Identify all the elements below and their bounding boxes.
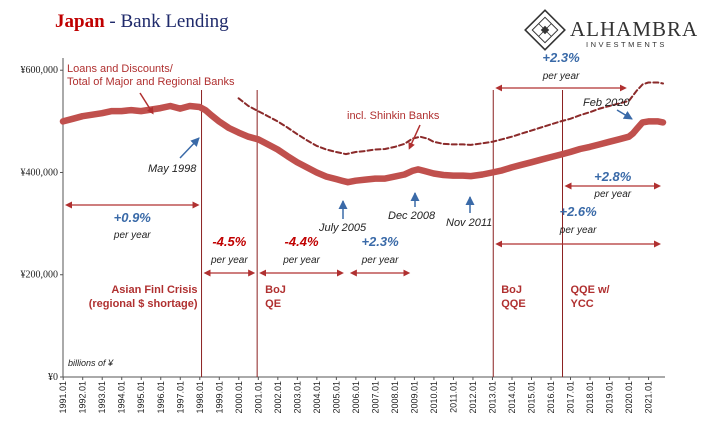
series-label-line-1: Loans and Discounts/: [67, 63, 174, 75]
x-tick-label: 2016.01: [546, 381, 556, 414]
x-tick-label: 2020.01: [624, 381, 634, 414]
chart-axes: ¥0 ¥200,000 ¥400,000 ¥600,000 1991.01 1992.01…: [21, 58, 665, 414]
y-tick-label: ¥400,000: [21, 167, 59, 178]
x-tick-label: 2000.01: [234, 381, 244, 414]
series-label-arrow: [139, 92, 154, 115]
x-tick-label: 2002.01: [273, 381, 283, 414]
growth-rate-unit: per year: [559, 225, 597, 236]
event-label: (regional $ shortage): [89, 298, 198, 310]
growth-rate-unit: per year: [282, 255, 320, 266]
x-tick-label: 1993.01: [97, 381, 107, 414]
x-tick-label: 2014.01: [507, 381, 517, 414]
y-tick-label: ¥200,000: [21, 270, 59, 281]
x-tick-label: 2003.01: [292, 381, 302, 414]
y-tick-label: ¥600,000: [21, 65, 59, 76]
growth-rate-value: -4.4%: [285, 234, 319, 249]
label-nov-2011: Nov 2011: [446, 217, 492, 229]
x-tick-label: 2018.01: [585, 381, 595, 414]
event-label: YCC: [571, 298, 594, 310]
arrow-feb-2020: [616, 109, 633, 120]
growth-rate-unit: per year: [113, 230, 151, 241]
shinkin-label: incl. Shinkin Banks: [347, 110, 440, 122]
growth-rate-annotations: +0.9% per year -4.5% per year -4.4% per year +…: [65, 50, 661, 277]
logo-sub-text: INVESTMENTS: [586, 40, 667, 49]
x-tick-label: 2009.01: [409, 381, 419, 414]
growth-rate-unit: per year: [542, 71, 580, 82]
x-tick-label: 2012.01: [468, 381, 478, 414]
label-dec-2008: Dec 2008: [388, 210, 436, 222]
logo-diamond-icon: [524, 9, 566, 51]
series-major-regional-line: [59, 102, 667, 186]
x-tick-label: 1991.01: [58, 381, 68, 414]
x-tick-label: 2017.01: [566, 381, 576, 414]
x-tick-label: 1992.01: [78, 381, 88, 414]
series-shinkin-line: [237, 81, 664, 156]
x-tick-label: 2010.01: [429, 381, 439, 414]
arrow-may-1998: [179, 137, 200, 159]
series-lines: [59, 81, 667, 186]
x-tick-label: 2013.01: [487, 381, 497, 414]
x-tick-label: 2015.01: [526, 381, 536, 414]
x-tick-label: 2008.01: [390, 381, 400, 414]
x-tick-label: 2005.01: [331, 381, 341, 414]
x-tick-label: 1999.01: [214, 381, 224, 414]
chart-title: Japan - Bank Lending: [55, 11, 229, 32]
x-tick-label: 2004.01: [312, 381, 322, 414]
label-may-1998: May 1998: [148, 163, 197, 175]
title-country: Japan: [55, 11, 105, 32]
x-tick-label: 2011.01: [448, 381, 458, 413]
title-separator: -: [105, 11, 121, 32]
growth-rate-value: +2.3%: [542, 50, 580, 65]
logo-main-text: ALHAMBRA: [570, 17, 698, 41]
x-tick-label: 2006.01: [351, 381, 361, 414]
x-tick-label: 1997.01: [175, 381, 185, 414]
label-feb-2020: Feb 2020: [583, 97, 630, 109]
event-label: Asian Finl Crisis: [111, 284, 197, 296]
x-tick-label: 2007.01: [370, 381, 380, 414]
growth-rate-value: -4.5%: [212, 234, 246, 249]
x-tick-label: 2019.01: [605, 381, 615, 414]
event-label: BoJ: [265, 284, 286, 296]
x-tick-label: 1996.01: [156, 381, 166, 414]
growth-rate-value: +2.3%: [361, 234, 399, 249]
series-label-line-2: Total of Major and Regional Banks: [67, 76, 235, 88]
growth-rate-value: +2.8%: [594, 169, 632, 184]
x-tick-label: 1995.01: [136, 381, 146, 414]
event-lines: Asian Finl Crisis (regional $ shortage) Bo…: [89, 90, 610, 377]
x-tick-label: 2001.01: [253, 381, 263, 414]
shinkin-label-arrow: [408, 124, 421, 150]
x-tick-label: 2021.01: [644, 381, 654, 414]
event-label: QQE w/: [571, 284, 610, 296]
event-label: QE: [265, 298, 281, 310]
chart-annotations: Loans and Discounts/ Total of Major and …: [67, 63, 633, 234]
units-note: billions of ¥: [68, 358, 114, 368]
growth-rate-value: +2.6%: [560, 204, 598, 219]
growth-rate-unit: per year: [361, 255, 399, 266]
growth-rate-unit: per year: [593, 189, 631, 200]
title-topic: Bank Lending: [120, 11, 229, 32]
x-tick-label: 1994.01: [117, 381, 127, 414]
event-label: QQE: [501, 298, 525, 310]
event-label: BoJ: [501, 284, 522, 296]
x-tick-label: 1998.01: [195, 381, 205, 414]
label-july-2005: July 2005: [318, 222, 367, 234]
y-tick-label: ¥0: [48, 372, 58, 383]
growth-rate-value: +0.9%: [114, 210, 152, 225]
alhambra-logo: ALHAMBRA INVESTMENTS: [524, 9, 698, 51]
growth-rate-unit: per year: [210, 255, 248, 266]
